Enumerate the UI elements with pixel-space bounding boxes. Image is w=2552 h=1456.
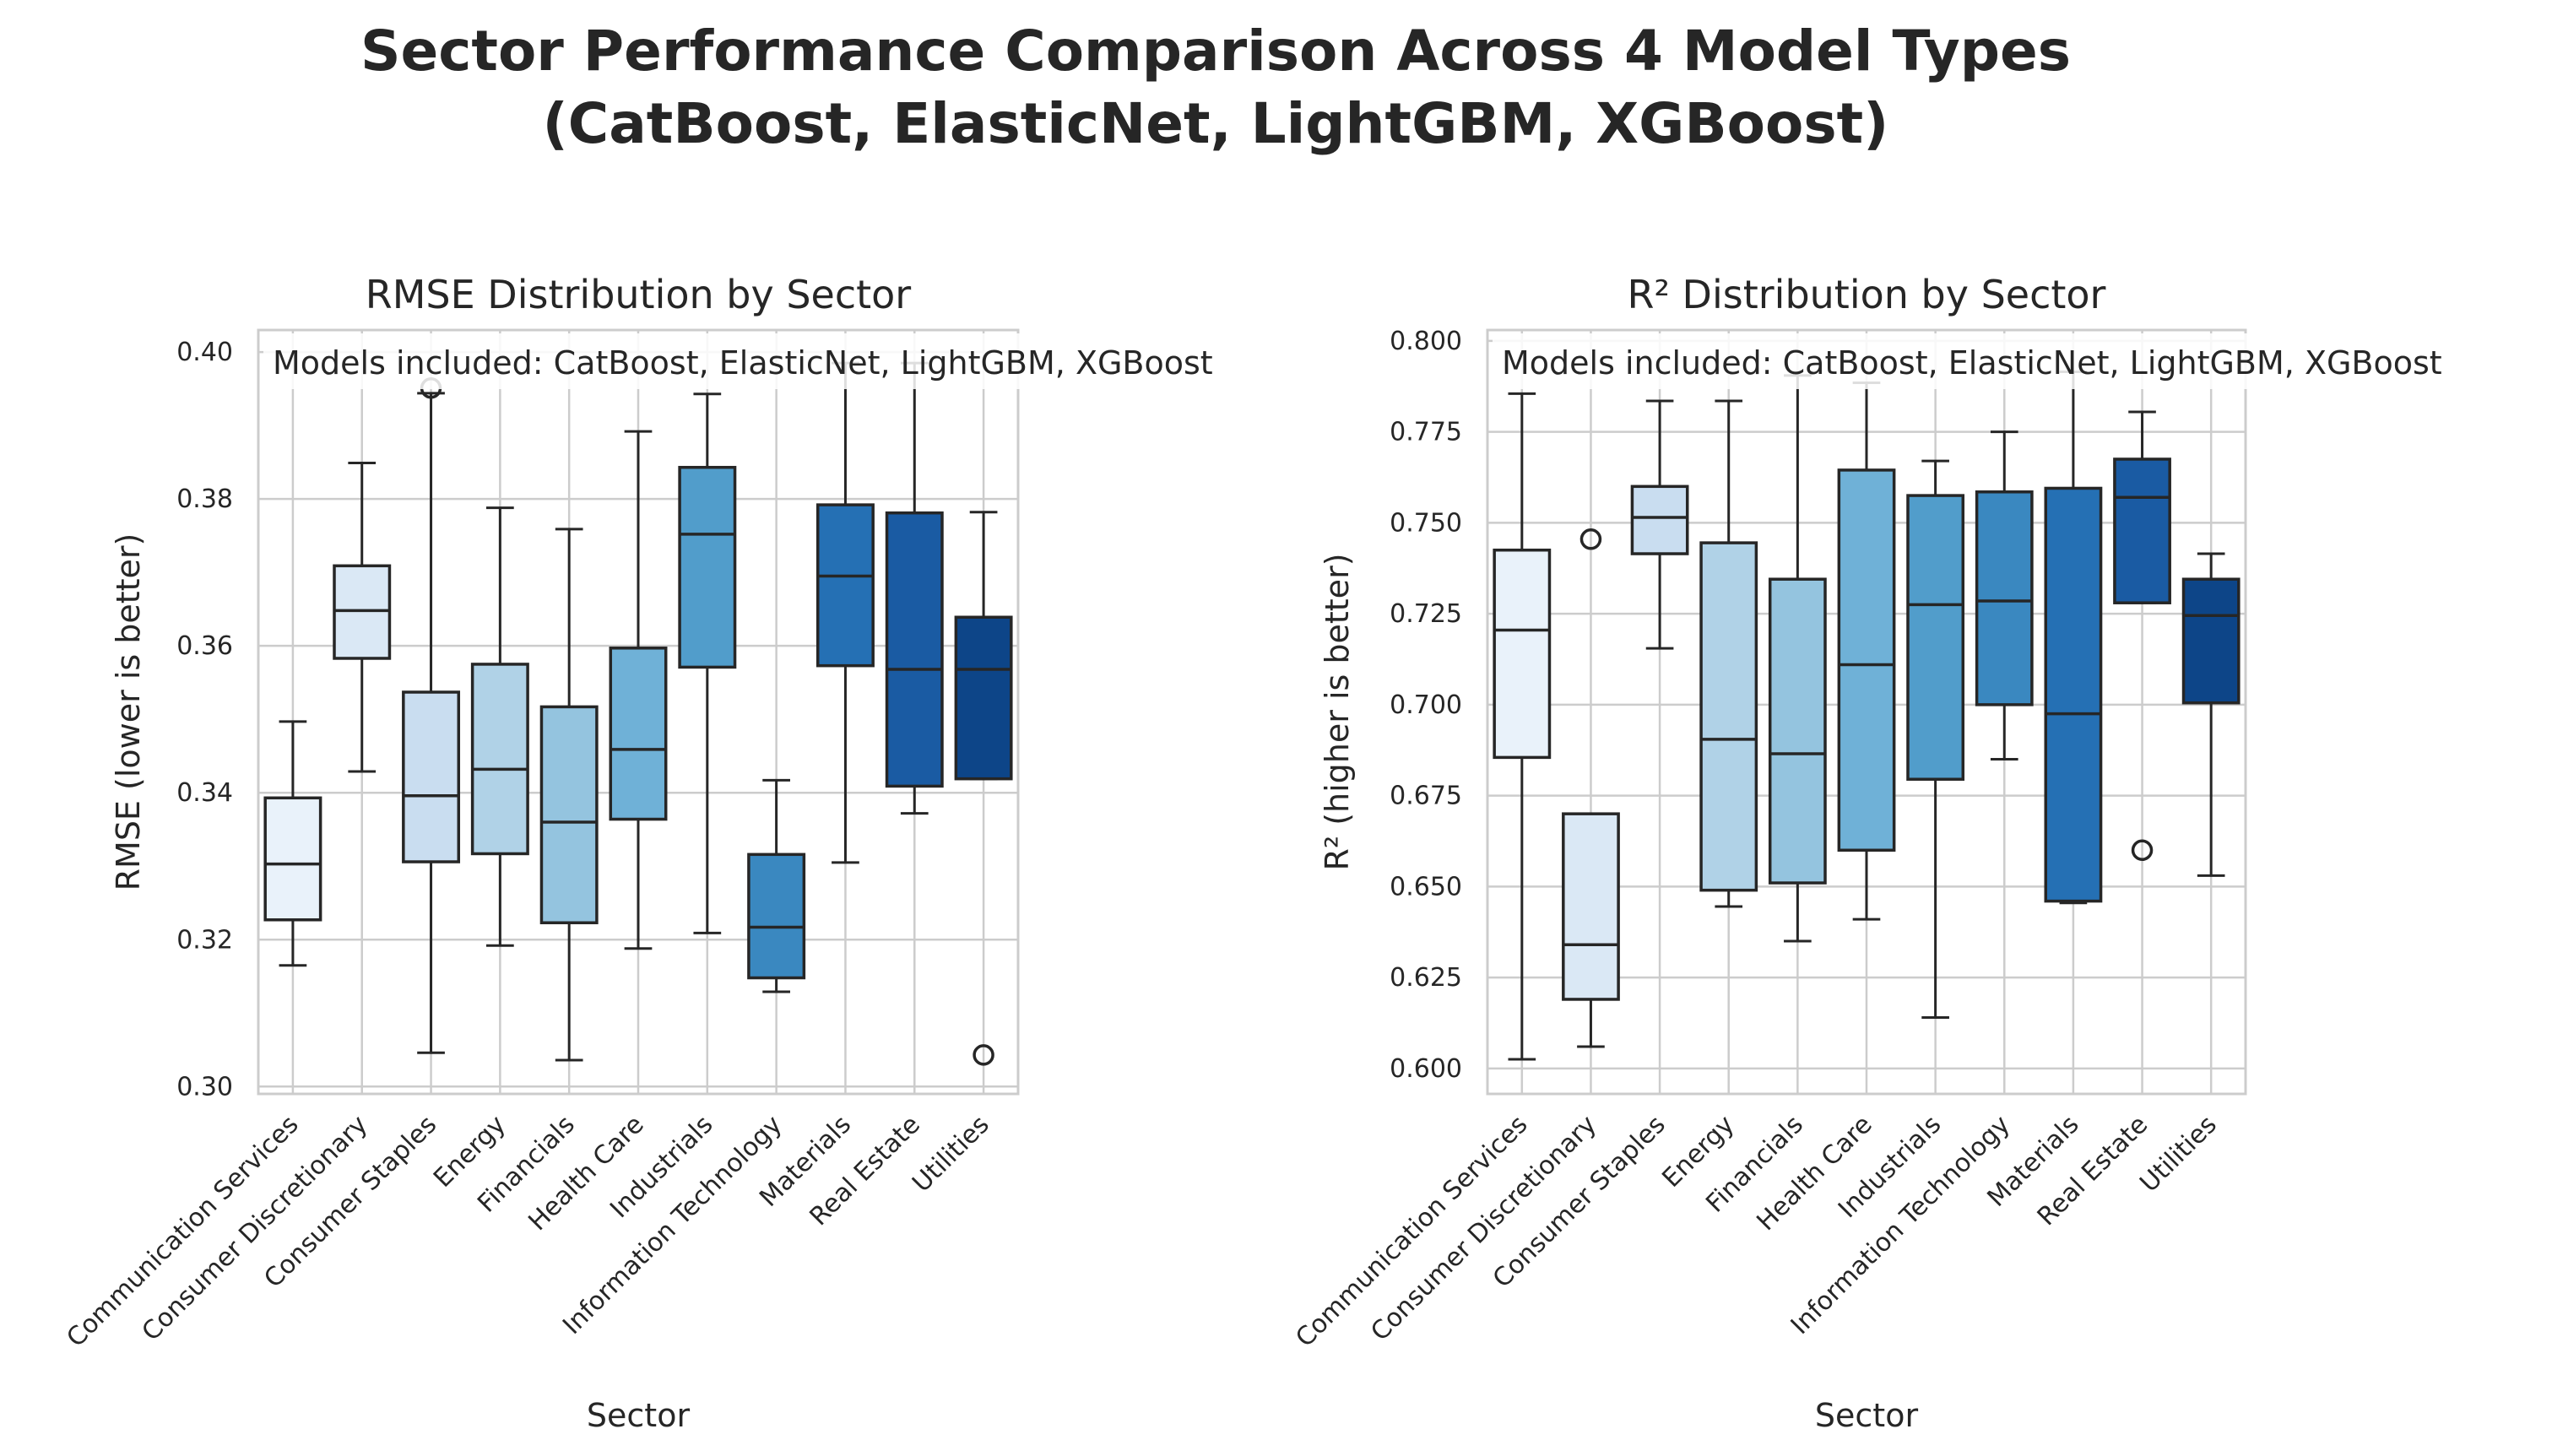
- r2-box: [1630, 484, 1689, 555]
- rmse-box: [747, 852, 806, 980]
- rmse-panel-title: RMSE Distribution by Sector: [366, 272, 912, 317]
- r2-ytick-label: 0.600: [1390, 1054, 1462, 1084]
- r2-ytick-label: 0.675: [1390, 782, 1462, 811]
- rmse-xtick-label: Utilities: [907, 1110, 995, 1199]
- rmse-annotation-bg: [263, 333, 1224, 389]
- rmse-x-axis-label: Sector: [587, 1397, 691, 1434]
- r2-outlier-point: [2131, 839, 2154, 862]
- r2-box: [2181, 577, 2240, 705]
- rmse-box: [539, 705, 599, 924]
- r2-box: [1768, 577, 1827, 885]
- rmse-box: [954, 615, 1013, 781]
- rmse-box: [678, 465, 737, 669]
- rmse-box: [885, 511, 944, 788]
- rmse-ytick-label: 0.30: [176, 1072, 233, 1101]
- rmse-ytick-label: 0.36: [176, 631, 233, 661]
- r2-y-axis-label: R² (higher is better): [1319, 553, 1356, 870]
- r2-plot-frame: [1486, 328, 2247, 1096]
- r2-ytick-label: 0.800: [1390, 327, 1462, 356]
- r2-xtick-label: Utilities: [2134, 1110, 2223, 1199]
- r2-annotation-bg: [1493, 333, 2453, 389]
- r2-box: [2044, 486, 2103, 903]
- rmse-ytick-label: 0.38: [176, 484, 233, 514]
- r2-box: [1975, 490, 2034, 706]
- r2-ytick-label: 0.750: [1390, 508, 1462, 538]
- figure-title-line-2: (CatBoost, ElasticNet, LightGBM, XGBoost…: [542, 91, 1889, 156]
- rmse-ytick-label: 0.32: [176, 925, 233, 955]
- r2-panel-title: R² Distribution by Sector: [1628, 272, 2106, 317]
- rmse-annotation: Models included: CatBoost, ElasticNet, L…: [273, 344, 1213, 382]
- r2-x-axis-label: Sector: [1815, 1397, 1919, 1434]
- r2-box: [1562, 812, 1620, 1001]
- rmse-box: [815, 503, 875, 668]
- figure-title-line-1: Sector Performance Comparison Across 4 M…: [360, 19, 2072, 84]
- rmse-y-axis-label: RMSE (lower is better): [110, 533, 147, 891]
- rmse-box: [470, 663, 529, 856]
- r2-outlier-point: [1579, 528, 1602, 550]
- r2-panel: 0.600 0.625 0.650 0.675 0.700 0.725 0.750 0.775…: [1290, 272, 2453, 1434]
- r2-box: [1699, 541, 1758, 892]
- r2-ytick-label: 0.700: [1390, 690, 1462, 720]
- r2-box: [2113, 457, 2171, 604]
- r2-box: [1837, 468, 1896, 852]
- rmse-outlier-point: [973, 1044, 994, 1066]
- r2-ytick-label: 0.650: [1390, 872, 1462, 901]
- r2-box: [1906, 494, 1965, 781]
- r2-box: [1493, 548, 1552, 760]
- r2-ytick-label: 0.625: [1390, 963, 1462, 993]
- rmse-box: [402, 690, 461, 863]
- rmse-box: [609, 647, 668, 821]
- figure-title: Sector Performance Comparison Across 4 M…: [0, 15, 2431, 160]
- rmse-box: [263, 796, 322, 922]
- r2-ytick-label: 0.775: [1390, 418, 1462, 447]
- r2-ytick-label: 0.725: [1390, 599, 1462, 629]
- rmse-ytick-label: 0.40: [176, 338, 233, 367]
- r2-annotation: Models included: CatBoost, ElasticNet, L…: [1502, 344, 2442, 382]
- rmse-plot-frame: [257, 328, 1020, 1096]
- rmse-ytick-label: 0.34: [176, 778, 233, 808]
